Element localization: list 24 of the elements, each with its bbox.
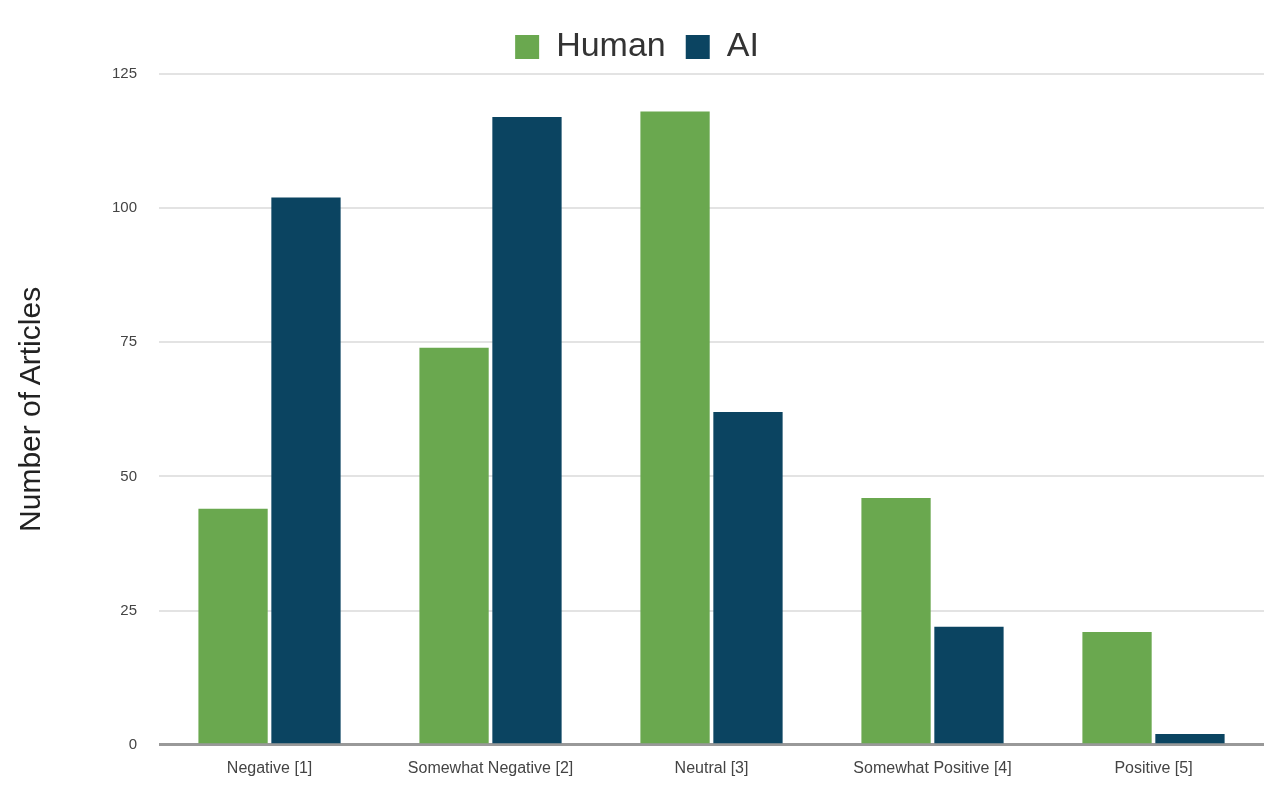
- legend-label: AI: [726, 25, 759, 64]
- x-tick-label: Negative [1]: [226, 758, 313, 776]
- bar: [1155, 734, 1225, 744]
- bar: [198, 508, 268, 744]
- x-tick-label: Somewhat Positive [4]: [853, 758, 1012, 776]
- x-tick-label: Neutral [3]: [674, 758, 749, 776]
- bar: [861, 497, 931, 744]
- y-tick-label: 75: [120, 332, 138, 350]
- bar: [1082, 632, 1152, 744]
- bar: [640, 111, 710, 744]
- x-tick-label: Positive [5]: [1114, 758, 1193, 776]
- y-tick-label: 0: [128, 734, 138, 752]
- bar: [271, 197, 341, 744]
- y-axis-title: Number of Articles: [13, 286, 47, 532]
- bar: [713, 412, 783, 744]
- y-tick-label: 50: [120, 466, 138, 484]
- y-tick-label: 125: [112, 64, 138, 82]
- bar: [419, 347, 489, 744]
- legend-label: Human: [556, 25, 666, 64]
- bar: [492, 116, 562, 744]
- bar: [934, 626, 1004, 744]
- y-tick-label: 25: [120, 600, 138, 618]
- x-tick-label: Somewhat Negative [2]: [407, 758, 574, 776]
- y-tick-label: 100: [112, 198, 138, 216]
